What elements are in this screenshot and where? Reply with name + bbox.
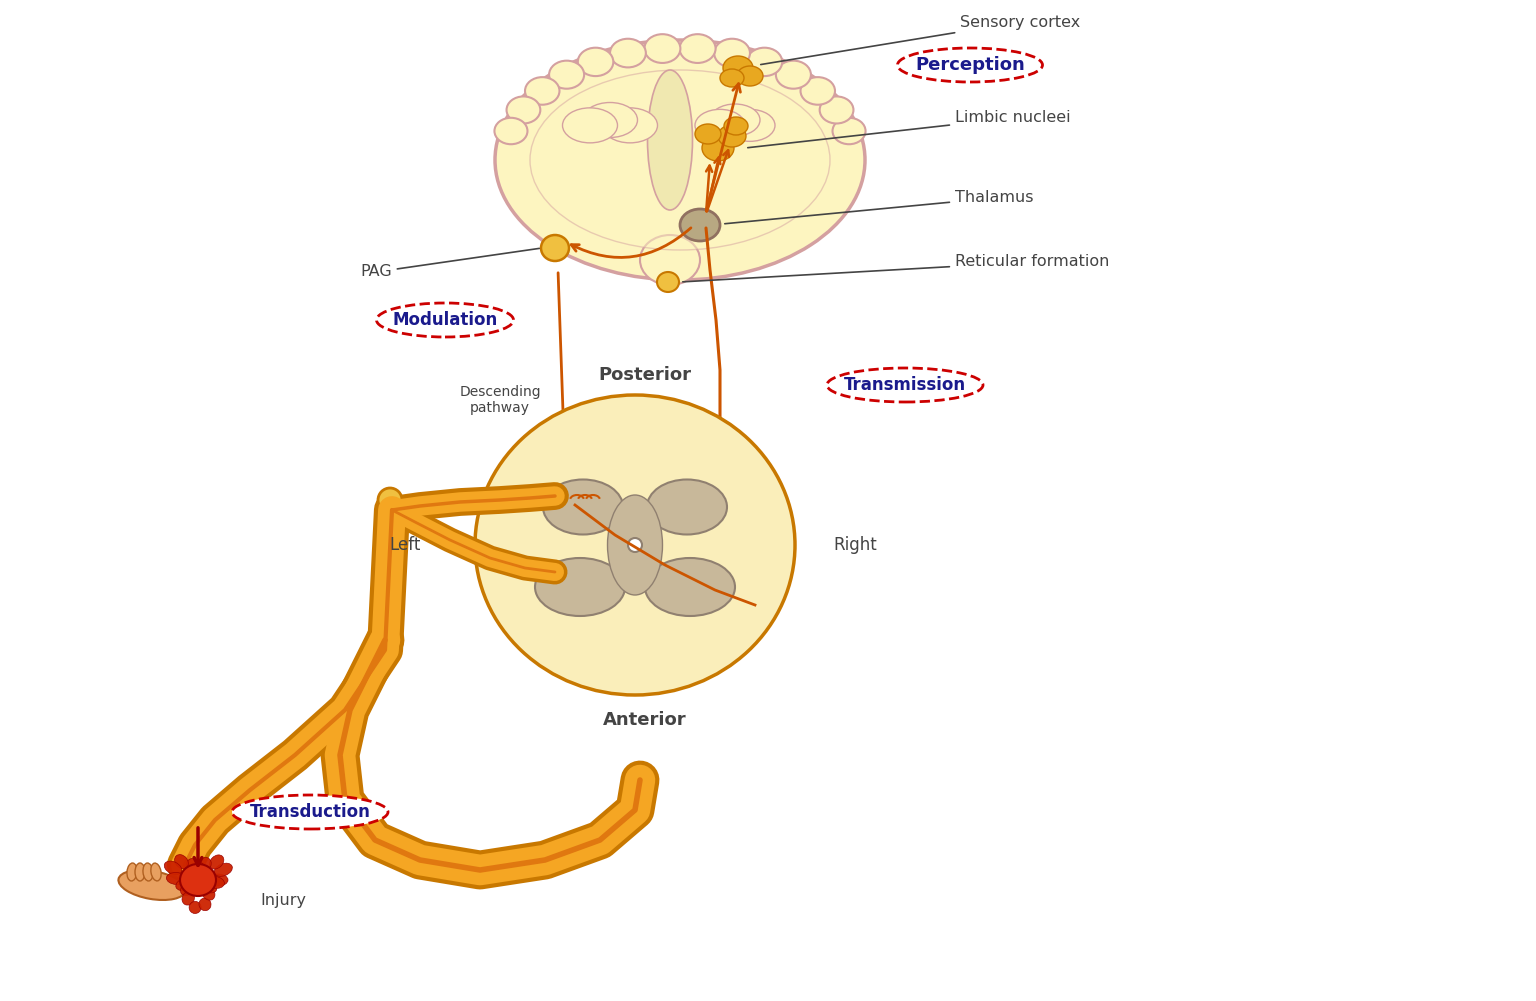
Text: Thalamus: Thalamus	[725, 190, 1034, 224]
Text: Left: Left	[389, 536, 421, 554]
Ellipse shape	[164, 861, 181, 875]
Ellipse shape	[648, 70, 693, 210]
Ellipse shape	[826, 368, 983, 402]
Ellipse shape	[679, 34, 716, 63]
Ellipse shape	[376, 303, 513, 337]
Text: Right: Right	[833, 536, 877, 554]
Ellipse shape	[209, 855, 224, 869]
Ellipse shape	[645, 558, 736, 616]
Ellipse shape	[495, 40, 865, 280]
Ellipse shape	[215, 863, 232, 876]
Ellipse shape	[800, 77, 836, 105]
Ellipse shape	[175, 878, 195, 891]
Ellipse shape	[776, 61, 811, 89]
Ellipse shape	[143, 863, 154, 881]
Text: Reticular formation: Reticular formation	[684, 254, 1109, 282]
Ellipse shape	[657, 272, 679, 292]
Ellipse shape	[833, 118, 866, 144]
Ellipse shape	[717, 125, 746, 147]
Ellipse shape	[608, 495, 662, 595]
Ellipse shape	[737, 66, 763, 86]
Ellipse shape	[645, 34, 680, 63]
Ellipse shape	[181, 881, 195, 896]
Text: Injury: Injury	[260, 893, 306, 908]
Ellipse shape	[207, 874, 227, 886]
Ellipse shape	[723, 56, 753, 80]
Ellipse shape	[175, 855, 189, 869]
Ellipse shape	[562, 108, 617, 143]
Text: Transduction: Transduction	[249, 803, 370, 821]
Text: Limbic nucleei: Limbic nucleei	[748, 110, 1071, 148]
Ellipse shape	[127, 863, 137, 881]
Ellipse shape	[897, 48, 1043, 82]
Ellipse shape	[582, 102, 637, 137]
Ellipse shape	[200, 898, 210, 911]
Ellipse shape	[204, 876, 224, 889]
Ellipse shape	[181, 892, 195, 905]
Ellipse shape	[507, 96, 541, 123]
Ellipse shape	[495, 118, 527, 144]
Ellipse shape	[702, 135, 734, 161]
Ellipse shape	[714, 39, 750, 67]
Ellipse shape	[525, 77, 559, 105]
Text: PAG: PAG	[359, 248, 539, 279]
Ellipse shape	[166, 873, 186, 885]
Ellipse shape	[680, 209, 720, 241]
Text: Transmission: Transmission	[843, 376, 966, 394]
Ellipse shape	[192, 862, 204, 874]
Ellipse shape	[135, 863, 144, 881]
Ellipse shape	[180, 864, 217, 896]
Ellipse shape	[694, 124, 720, 144]
Ellipse shape	[541, 235, 568, 261]
Text: Perception: Perception	[915, 56, 1025, 74]
Ellipse shape	[475, 395, 796, 695]
Ellipse shape	[610, 39, 645, 67]
Ellipse shape	[578, 48, 613, 76]
Ellipse shape	[118, 870, 186, 900]
Ellipse shape	[694, 109, 745, 141]
Text: Descending
pathway: Descending pathway	[459, 385, 541, 415]
Circle shape	[378, 488, 402, 512]
Ellipse shape	[151, 863, 161, 881]
Ellipse shape	[200, 858, 212, 871]
FancyArrowPatch shape	[571, 228, 691, 257]
Ellipse shape	[641, 235, 700, 285]
Ellipse shape	[544, 479, 624, 535]
Circle shape	[628, 538, 642, 552]
Ellipse shape	[200, 879, 217, 893]
Ellipse shape	[535, 558, 625, 616]
Ellipse shape	[548, 61, 584, 89]
Text: Posterior: Posterior	[599, 366, 691, 384]
Ellipse shape	[186, 859, 198, 872]
Ellipse shape	[189, 902, 201, 914]
Ellipse shape	[725, 109, 776, 141]
Ellipse shape	[232, 795, 389, 829]
Text: Sensory cortex: Sensory cortex	[760, 14, 1080, 64]
Text: Modulation: Modulation	[392, 311, 498, 329]
Ellipse shape	[723, 117, 748, 135]
Ellipse shape	[820, 96, 854, 123]
Ellipse shape	[647, 479, 727, 535]
Ellipse shape	[201, 886, 215, 900]
Ellipse shape	[530, 70, 829, 250]
Ellipse shape	[720, 69, 743, 87]
Ellipse shape	[746, 48, 782, 76]
Ellipse shape	[602, 108, 657, 143]
Text: Anterior: Anterior	[604, 711, 687, 729]
Ellipse shape	[710, 104, 760, 136]
